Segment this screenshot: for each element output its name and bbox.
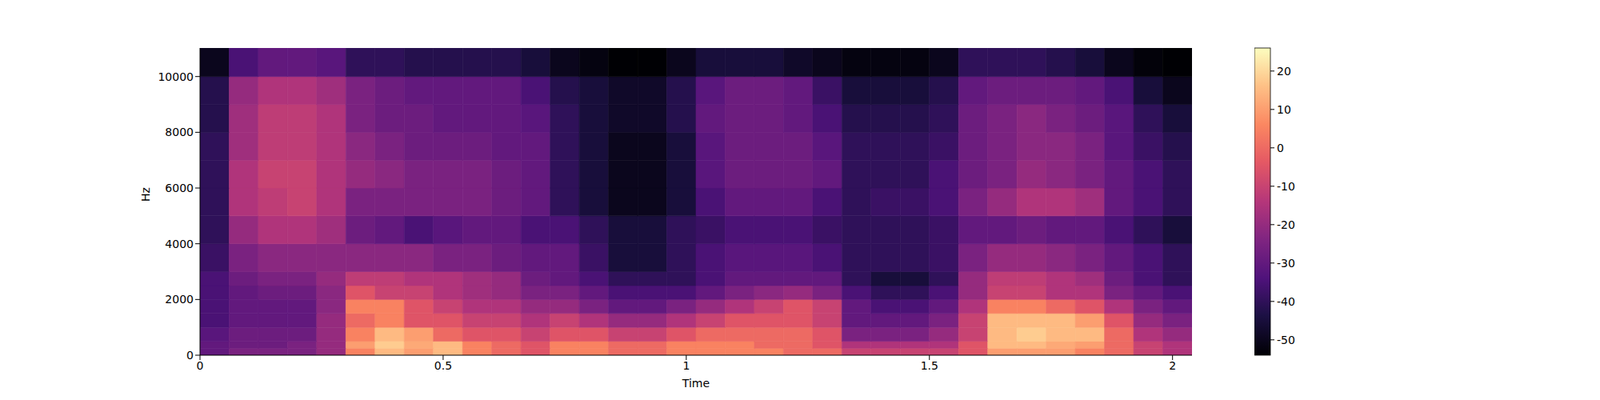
svg-text:1.5: 1.5 xyxy=(920,359,939,372)
svg-text:8000: 8000 xyxy=(164,125,194,139)
svg-text:-20: -20 xyxy=(1276,218,1296,232)
svg-text:2000: 2000 xyxy=(164,292,194,306)
svg-text:0: 0 xyxy=(1276,141,1284,155)
svg-text:4000: 4000 xyxy=(164,237,194,251)
svg-text:6000: 6000 xyxy=(164,181,194,195)
svg-text:Time: Time xyxy=(681,376,710,390)
svg-text:0.5: 0.5 xyxy=(434,359,452,372)
svg-text:1: 1 xyxy=(682,359,690,372)
svg-text:10000: 10000 xyxy=(157,70,194,84)
svg-text:-10: -10 xyxy=(1276,180,1296,193)
svg-text:20: 20 xyxy=(1276,64,1292,78)
svg-text:10: 10 xyxy=(1276,103,1292,116)
svg-text:-40: -40 xyxy=(1276,295,1296,308)
svg-text:0: 0 xyxy=(196,359,204,372)
svg-text:-50: -50 xyxy=(1276,333,1296,347)
svg-text:Hz: Hz xyxy=(139,187,152,202)
svg-text:0: 0 xyxy=(186,348,194,362)
svg-text:2: 2 xyxy=(1168,359,1176,372)
svg-text:-30: -30 xyxy=(1276,256,1296,270)
